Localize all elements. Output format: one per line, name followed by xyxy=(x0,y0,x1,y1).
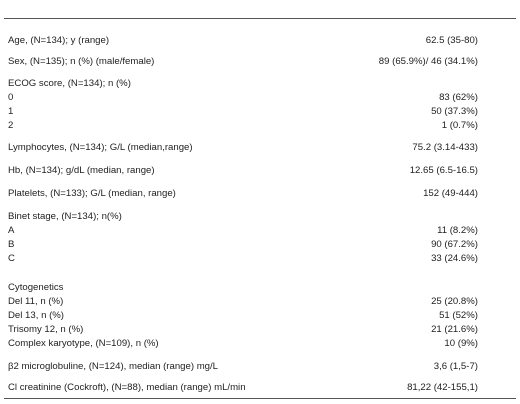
row-label: ECOG score, (N=134); n (%) xyxy=(8,78,131,89)
table-top-rule xyxy=(4,18,516,19)
table-row: Trisomy 12, n (%) 21 (21.6%) xyxy=(8,323,508,336)
table-row: Lymphocytes, (N=134); G/L (median,range)… xyxy=(8,141,508,154)
row-label: Del 13, n (%) xyxy=(8,310,64,321)
table-row: Del 11, n (%) 25 (20.8%) xyxy=(8,295,508,308)
table-row: Age, (N=134); y (range) 62.5 (35-80) xyxy=(8,34,508,47)
row-label: Sex, (N=135); n (%) (male/female) xyxy=(8,56,155,67)
table-row: Platelets, (N=133); G/L (median, range) … xyxy=(8,187,508,200)
row-label: A xyxy=(8,225,15,236)
table-row: ECOG score, (N=134); n (%) xyxy=(8,77,508,90)
table-row: C 33 (24.6%) xyxy=(8,252,508,265)
row-label: 1 xyxy=(8,106,14,117)
table-bottom-rule xyxy=(4,398,516,399)
table-row: 2 1 (0.7%) xyxy=(8,119,508,132)
row-label: β2 microglobuline, (N=124), median (rang… xyxy=(8,361,219,372)
table-row: Hb, (N=134); g/dL (median, range) 12.65 … xyxy=(8,164,508,177)
row-label: Cytogenetics xyxy=(8,282,64,293)
table-row: Cl creatinine (Cockroft), (N=88), median… xyxy=(8,381,508,394)
table-row: β2 microglobuline, (N=124), median (rang… xyxy=(8,360,508,373)
row-value: 83 (62%) xyxy=(439,92,478,103)
row-value: 25 (20.8%) xyxy=(431,296,478,307)
row-value: 10 (9%) xyxy=(444,338,478,349)
row-value: 152 (49-444) xyxy=(423,188,478,199)
row-value: 11 (8.2%) xyxy=(437,225,478,236)
row-label: Age, (N=134); y (range) xyxy=(8,35,110,46)
row-value: 75.2 (3.14-433) xyxy=(412,142,478,153)
table-row: A 11 (8.2%) xyxy=(8,224,508,237)
row-label: Hb, (N=134); g/dL (median, range) xyxy=(8,165,155,176)
row-label: C xyxy=(8,253,15,264)
row-value: 81,22 (42-155,1) xyxy=(407,382,478,393)
row-value: 3,6 (1,5-7) xyxy=(433,361,478,372)
table-row: Cytogenetics xyxy=(8,281,508,294)
row-value: 33 (24.6%) xyxy=(431,253,478,264)
table-row: 1 50 (37.3%) xyxy=(8,105,508,118)
row-label: Binet stage, (N=134); n(%) xyxy=(8,211,122,222)
row-value: 90 (67.2%) xyxy=(431,239,478,250)
table-row: Del 13, n (%) 51 (52%) xyxy=(8,309,508,322)
row-value: 50 (37.3%) xyxy=(431,106,478,117)
row-label: B xyxy=(8,239,15,250)
table-row: Sex, (N=135); n (%) (male/female) 89 (65… xyxy=(8,55,508,68)
row-value: 12.65 (6.5-16.5) xyxy=(409,165,478,176)
row-label: 2 xyxy=(8,120,14,131)
row-label: Platelets, (N=133); G/L (median, range) xyxy=(8,188,176,199)
row-value: 1 (0.7%) xyxy=(441,120,478,131)
table-row: B 90 (67.2%) xyxy=(8,238,508,251)
row-label: Trisomy 12, n (%) xyxy=(8,324,84,335)
row-label: Complex karyotype, (N=109), n (%) xyxy=(8,338,159,349)
row-label: Del 11, n (%) xyxy=(8,296,64,307)
table-row: 0 83 (62%) xyxy=(8,91,508,104)
row-label: Lymphocytes, (N=134); G/L (median,range) xyxy=(8,142,193,153)
table-row: Binet stage, (N=134); n(%) xyxy=(8,210,508,223)
row-value: 51 (52%) xyxy=(439,310,478,321)
row-value: 89 (65.9%)/ 46 (34.1%) xyxy=(378,56,478,67)
row-value: 62.5 (35-80) xyxy=(425,35,478,46)
row-label: 0 xyxy=(8,92,14,103)
row-label: Cl creatinine (Cockroft), (N=88), median… xyxy=(8,382,246,393)
table-row: Complex karyotype, (N=109), n (%) 10 (9%… xyxy=(8,337,508,350)
row-value: 21 (21.6%) xyxy=(431,324,478,335)
